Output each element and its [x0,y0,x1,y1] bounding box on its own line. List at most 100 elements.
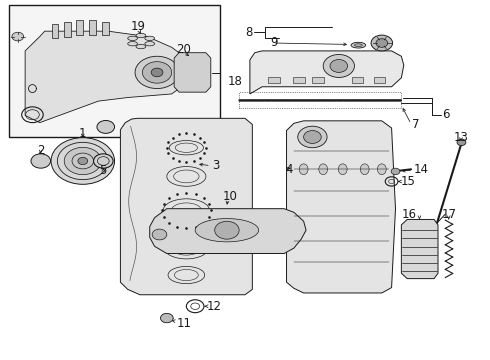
Circle shape [257,99,260,102]
Circle shape [306,99,309,102]
Bar [9,5,220,137]
Ellipse shape [360,164,369,175]
Ellipse shape [377,164,386,175]
Circle shape [360,99,363,102]
Text: 14: 14 [414,163,429,176]
Ellipse shape [299,164,308,175]
Circle shape [390,99,392,102]
Text: 13: 13 [454,131,468,144]
Circle shape [276,99,279,102]
Circle shape [244,99,246,102]
Bar [313,77,324,83]
Circle shape [380,99,383,102]
Circle shape [315,99,318,102]
Circle shape [336,99,339,102]
Circle shape [392,99,395,102]
Circle shape [78,157,88,165]
Circle shape [135,56,179,89]
Polygon shape [401,220,438,279]
Ellipse shape [128,36,138,41]
Circle shape [322,99,325,102]
Circle shape [368,99,371,102]
Circle shape [160,314,173,323]
Circle shape [364,99,367,102]
Circle shape [290,99,293,102]
Circle shape [332,99,335,102]
Circle shape [280,99,283,102]
Text: 11: 11 [176,317,192,330]
Circle shape [215,221,239,239]
Circle shape [371,99,374,102]
Text: 4: 4 [286,163,293,176]
Circle shape [298,126,327,148]
Bar [351,77,363,83]
Ellipse shape [351,42,366,48]
Circle shape [288,99,291,102]
Circle shape [355,99,358,102]
Text: 6: 6 [442,108,450,121]
Circle shape [292,99,295,102]
Text: 1: 1 [79,127,87,140]
Circle shape [12,32,24,41]
Circle shape [367,99,369,102]
Circle shape [271,99,274,102]
Circle shape [339,99,342,102]
Polygon shape [174,53,211,92]
Text: 16: 16 [401,208,416,221]
Text: 3: 3 [212,159,219,172]
Circle shape [245,99,248,102]
Circle shape [294,99,297,102]
Circle shape [394,99,397,102]
Circle shape [320,99,323,102]
Bar [269,77,280,83]
Text: 7: 7 [412,118,419,131]
Circle shape [396,99,399,102]
Circle shape [262,99,265,102]
Polygon shape [64,22,71,37]
Circle shape [260,99,263,102]
Circle shape [391,168,400,175]
Ellipse shape [354,44,362,46]
Circle shape [304,99,307,102]
Polygon shape [121,118,252,295]
Text: 17: 17 [441,208,456,221]
Text: 5: 5 [99,164,107,177]
Circle shape [313,99,316,102]
Circle shape [152,229,167,240]
Circle shape [241,99,244,102]
Circle shape [267,99,270,102]
Circle shape [151,68,163,77]
Circle shape [97,121,115,134]
Circle shape [252,99,255,102]
Polygon shape [287,121,395,293]
Ellipse shape [319,164,328,175]
Text: 18: 18 [227,75,242,88]
Circle shape [352,99,355,102]
Text: 15: 15 [400,175,415,188]
Circle shape [299,99,302,102]
Circle shape [31,154,50,168]
Circle shape [371,35,392,51]
Circle shape [283,99,286,102]
Ellipse shape [145,41,155,46]
Polygon shape [250,51,404,94]
Polygon shape [52,24,58,39]
Polygon shape [150,209,306,253]
Circle shape [255,99,258,102]
Circle shape [248,99,251,102]
Ellipse shape [128,41,138,46]
Circle shape [362,99,365,102]
Ellipse shape [338,164,347,175]
Circle shape [285,99,288,102]
Circle shape [51,138,115,184]
Circle shape [350,99,353,102]
Circle shape [373,99,376,102]
Circle shape [239,99,242,102]
Circle shape [278,99,281,102]
Circle shape [387,99,390,102]
Circle shape [334,99,337,102]
Bar [373,77,385,83]
Circle shape [376,99,379,102]
Circle shape [327,99,330,102]
Circle shape [308,99,311,102]
